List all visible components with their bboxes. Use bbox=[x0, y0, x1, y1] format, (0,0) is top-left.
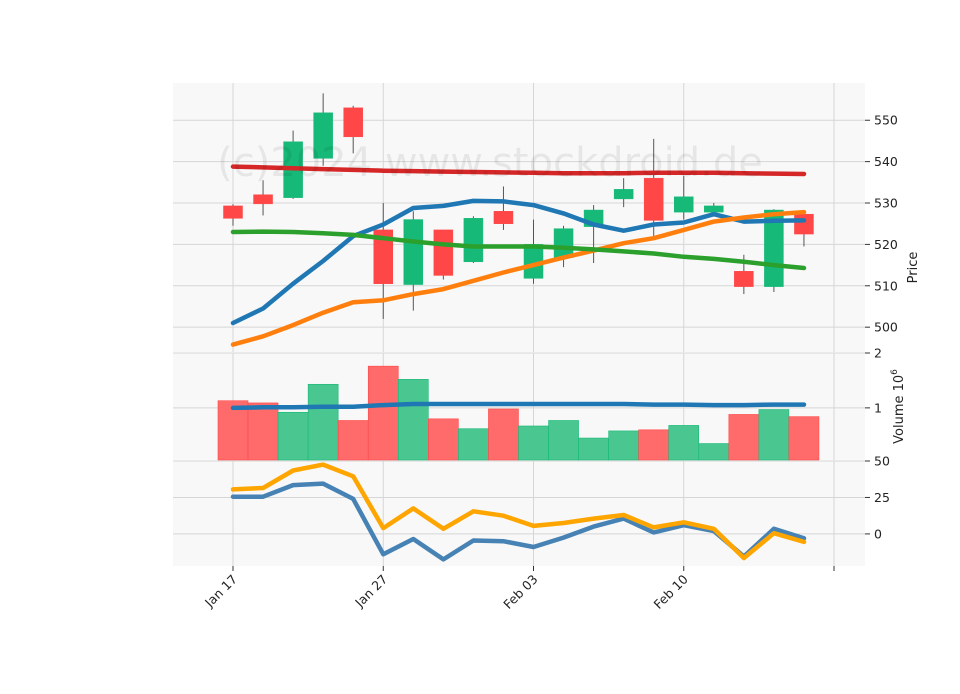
volume-bar bbox=[337, 420, 369, 461]
volume-ma-line bbox=[230, 401, 807, 411]
price-ytick-label-5: 550 bbox=[874, 113, 898, 128]
volume-bar bbox=[307, 383, 339, 461]
volume-bar bbox=[788, 416, 820, 461]
candle-body bbox=[253, 194, 273, 205]
volume-bar bbox=[638, 429, 670, 461]
volume-bar bbox=[247, 402, 279, 461]
indicator-line-0 bbox=[230, 481, 807, 562]
volume-ytick-label-1: 2 bbox=[874, 346, 882, 361]
indicator-ytick-label-2: 50 bbox=[874, 454, 890, 469]
volume-bar bbox=[698, 443, 730, 461]
volume-bar bbox=[728, 414, 760, 461]
x-tick-label-0: Jan 17 bbox=[201, 572, 240, 611]
volume-bar bbox=[428, 418, 459, 461]
price-axis-label: Price bbox=[906, 252, 921, 284]
candle-body bbox=[403, 219, 424, 285]
x-tick-label-2: Feb 03 bbox=[500, 572, 540, 612]
candle-body bbox=[433, 229, 454, 276]
price-ma-line-3 bbox=[230, 229, 807, 271]
volume-bar bbox=[277, 411, 309, 461]
candle-body bbox=[493, 211, 514, 224]
volume-bar bbox=[548, 420, 579, 461]
candle-body bbox=[463, 218, 484, 263]
price-ytick-label-1: 510 bbox=[874, 278, 898, 293]
x-axis: Jan 17 Jan 27 Feb 03 Feb 10 bbox=[201, 566, 835, 612]
volume-bar bbox=[397, 379, 429, 461]
indicator-panel-background bbox=[173, 461, 865, 566]
volume-bar bbox=[488, 408, 519, 461]
chart-panels: 500 510 520 530 540 550 Price 1 2 Volume 106 0 25 50 bbox=[173, 83, 921, 566]
watermark-text: (c)2024 www.stockdroid.de bbox=[217, 140, 763, 186]
x-tick-label-1: Jan 27 bbox=[351, 572, 390, 611]
price-ytick-label-2: 520 bbox=[874, 237, 898, 252]
candle-body bbox=[674, 196, 694, 213]
candle-body bbox=[613, 189, 634, 200]
candle-body bbox=[794, 213, 814, 235]
volume-ytick-label-0: 1 bbox=[874, 400, 882, 415]
volume-bar bbox=[608, 430, 639, 461]
price-ytick-label-4: 540 bbox=[874, 154, 898, 169]
candle-body bbox=[704, 205, 724, 213]
volume-axis-label: Volume 106 bbox=[890, 369, 907, 444]
price-ma-line-1 bbox=[230, 198, 807, 326]
volume-bar bbox=[668, 425, 700, 461]
candle-body bbox=[343, 107, 363, 138]
x-tick-label-3: Feb 10 bbox=[651, 571, 691, 611]
volume-bar bbox=[458, 428, 489, 461]
price-ytick-label-3: 530 bbox=[874, 196, 898, 211]
candle-body bbox=[313, 112, 333, 159]
candle-body bbox=[373, 229, 393, 284]
price-ytick-label-0: 500 bbox=[874, 320, 898, 335]
volume-bar bbox=[578, 437, 609, 461]
price-ma-line-0 bbox=[230, 164, 807, 177]
candle-body bbox=[643, 177, 664, 221]
candle-body bbox=[223, 205, 243, 219]
candle-body bbox=[734, 271, 754, 287]
indicator-ytick-label-1: 25 bbox=[874, 490, 890, 505]
indicator-line-1 bbox=[230, 462, 807, 561]
volume-bar bbox=[217, 400, 249, 461]
volume-bar bbox=[367, 365, 399, 461]
indicator-ytick-label-0: 0 bbox=[874, 526, 882, 541]
price-ma-line-2 bbox=[230, 209, 807, 347]
volume-bar bbox=[758, 409, 790, 461]
volume-bar bbox=[518, 425, 549, 461]
candle-body bbox=[553, 228, 574, 258]
